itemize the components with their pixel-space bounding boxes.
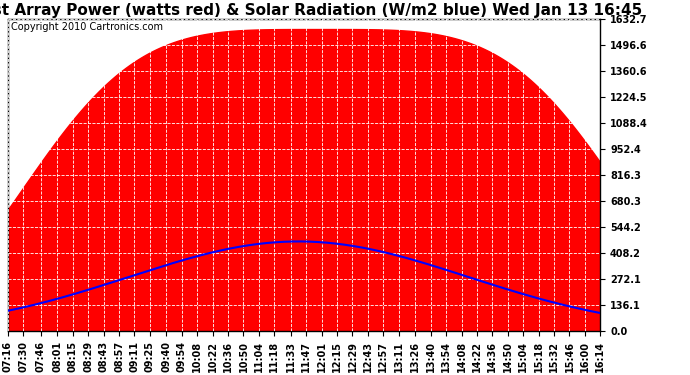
Title: West Array Power (watts red) & Solar Radiation (W/m2 blue) Wed Jan 13 16:45: West Array Power (watts red) & Solar Rad…: [0, 3, 642, 18]
Text: Copyright 2010 Cartronics.com: Copyright 2010 Cartronics.com: [11, 22, 163, 32]
